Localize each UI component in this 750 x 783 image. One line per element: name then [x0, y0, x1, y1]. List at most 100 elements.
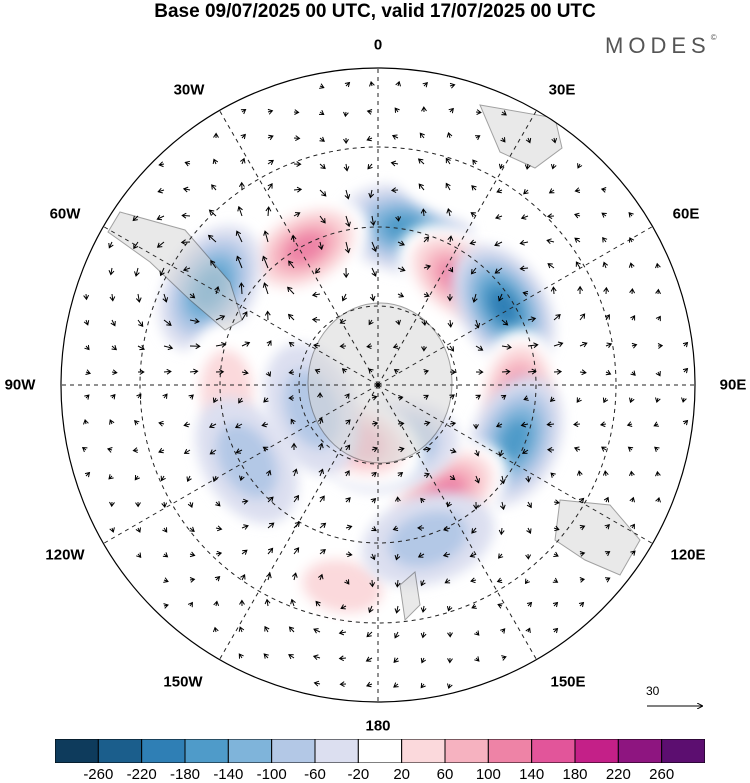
south-pole-dot	[376, 383, 380, 387]
wind-arrow	[548, 188, 555, 194]
wind-arrow	[498, 553, 504, 559]
wind-arrow	[577, 163, 583, 169]
wind-arrow	[420, 208, 427, 217]
colorbar-tick-label: 180	[562, 766, 588, 783]
wind-arrow	[319, 495, 325, 503]
wind-arrow	[630, 370, 636, 376]
wind-arrow	[108, 474, 114, 480]
wind-arrow	[263, 397, 269, 403]
wind-arrow	[135, 501, 141, 508]
wind-arrow	[605, 369, 612, 376]
wind-arrow	[629, 496, 635, 503]
wind-arrow	[293, 135, 301, 142]
wind-arrow	[551, 137, 558, 144]
wind-arrow	[162, 527, 168, 533]
wind-arrow	[267, 547, 274, 555]
wind-arrow	[524, 578, 530, 585]
wind-arrow	[499, 475, 506, 485]
wind-arrow	[392, 525, 399, 532]
wind-arrow	[526, 601, 533, 608]
wind-arrow	[239, 475, 245, 482]
wind-arrow	[655, 496, 661, 503]
wind-arrow	[442, 551, 451, 558]
wind-arrow	[293, 161, 302, 168]
wind-arrow	[264, 625, 270, 633]
wind-arrow	[265, 371, 271, 377]
wind-arrow	[319, 215, 326, 224]
wind-arrow	[655, 288, 661, 295]
wind-arrow	[345, 551, 353, 558]
chart-title: Base 09/07/2025 00 UTC, valid 17/07/2025…	[154, 1, 596, 22]
wind-arrow	[290, 234, 297, 243]
wind-arrow	[371, 394, 378, 401]
wind-arrow	[182, 266, 191, 272]
wind-arrow	[630, 314, 636, 321]
wind-arrow	[344, 81, 351, 88]
wind-arrow	[472, 159, 478, 165]
wind-arrow	[449, 82, 456, 89]
wind-arrow	[628, 262, 635, 269]
wind-arrow	[365, 656, 373, 662]
wind-arrow	[106, 447, 113, 453]
wind-arrow	[474, 319, 481, 329]
colorbar-swatch	[227, 739, 273, 763]
wind-arrow	[368, 319, 374, 326]
wind-arrow	[369, 80, 375, 87]
wind-vectors	[81, 80, 689, 690]
wind-arrow	[344, 470, 350, 477]
wind-arrow	[212, 626, 219, 633]
wind-arrow	[420, 657, 427, 664]
meridian-line	[219, 384, 379, 660]
wind-arrow	[527, 368, 537, 375]
wind-arrow	[158, 447, 165, 454]
wind-arrow	[522, 290, 529, 297]
wind-arrow	[132, 447, 139, 454]
wind-arrow	[682, 367, 689, 374]
wind-arrow	[574, 212, 581, 219]
wind-arrow	[500, 137, 506, 143]
wind-arrow	[423, 472, 430, 478]
wind-arrow	[213, 132, 219, 139]
wind-arrow	[497, 293, 504, 302]
wind-arrow	[344, 579, 350, 585]
wind-arrow	[552, 601, 559, 608]
wind-arrow	[522, 448, 529, 454]
wind-arrow	[682, 419, 689, 426]
wind-arrow	[186, 475, 192, 483]
wind-arrow	[162, 293, 169, 303]
wind-arrow	[263, 230, 269, 243]
wind-arrow	[212, 475, 218, 483]
colorbar-swatch	[184, 739, 229, 763]
wind-arrow	[111, 369, 118, 376]
wind-arrow	[552, 577, 559, 583]
wind-arrow	[604, 577, 611, 583]
wind-arrow	[160, 475, 166, 482]
wind-arrow	[237, 205, 243, 217]
wind-arrow	[265, 469, 272, 477]
wind-arrow	[446, 132, 453, 139]
wind-arrow	[391, 134, 399, 140]
wind-arrow	[138, 369, 145, 375]
wind-arrow	[339, 318, 347, 324]
wind-arrow	[318, 442, 324, 451]
wind-arrow	[109, 293, 116, 302]
wind-arrow	[263, 653, 269, 659]
wind-arrow	[267, 108, 274, 115]
colorbar-tick-label: 100	[475, 766, 501, 783]
wind-arrow	[344, 241, 351, 254]
wind-arrow	[629, 237, 635, 243]
australia	[554, 499, 641, 576]
wind-arrow	[579, 524, 586, 531]
wind-arrow	[574, 187, 581, 194]
wind-arrow	[313, 628, 321, 634]
wind-arrow	[471, 185, 477, 191]
wind-arrow	[657, 343, 664, 349]
wind-arrow	[345, 497, 351, 503]
wind-arrow	[394, 107, 400, 113]
wind-arrow	[420, 605, 427, 613]
wind-arrow	[501, 110, 507, 116]
wind-arrow	[181, 212, 191, 219]
wind-arrow	[235, 230, 243, 243]
wind-arrow	[343, 163, 350, 172]
wind-arrow	[447, 657, 453, 664]
